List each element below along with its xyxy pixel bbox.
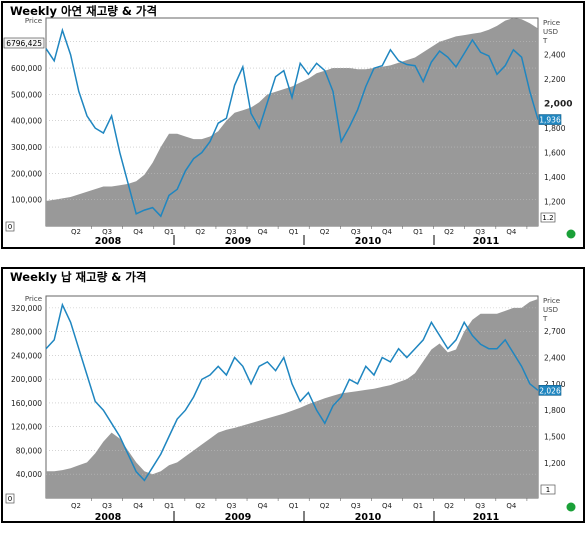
lead-left-tick-label: 280,000 — [11, 328, 42, 337]
zinc-left-tick-label: 300,000 — [11, 143, 42, 152]
zinc-right-axis-label: USD — [543, 28, 558, 36]
zinc-quarter-label: Q3 — [351, 228, 361, 236]
lead-right-tick-label: 2,100 — [544, 380, 566, 389]
lead-price-line — [45, 302, 539, 482]
lead-right-tick-label: 1,800 — [544, 406, 566, 415]
zinc-year-label: 2008 — [95, 236, 122, 247]
lead-right-tick-label: 2,400 — [544, 353, 566, 362]
lead-quarter-label: Q1 — [413, 502, 423, 510]
zinc-right-bottom-box — [540, 212, 556, 223]
zinc-quarter-label: Q2 — [444, 228, 454, 236]
zinc-quarter-label: Q4 — [382, 228, 393, 236]
zinc-left-tick-label: 400,000 — [11, 117, 42, 126]
lead-left-zero-label: 0 — [8, 495, 12, 503]
lead-year-label: 2008 — [95, 512, 122, 523]
zinc-right-tick-label: 1,400 — [544, 173, 566, 182]
lead-quarter-label: Q2 — [71, 502, 81, 510]
lead-year-label: 2011 — [473, 512, 499, 523]
lead-quarter-label: Q1 — [289, 502, 299, 510]
lead-right-value-box — [538, 385, 562, 396]
zinc-chart: Weekly 아연 재고량 & 가격Price100,000200,000300… — [1, 1, 585, 249]
lead-right-axis-label: Price — [543, 297, 560, 305]
status-dot-icon — [566, 229, 576, 239]
zinc-year-label: 2011 — [473, 236, 499, 247]
lead-quarter-label: Q4 — [506, 502, 517, 510]
lead-left-tick-label: 120,000 — [11, 423, 42, 432]
lead-right-tick-label: 2,700 — [544, 327, 566, 336]
zinc-right-tick-label: 1,600 — [544, 149, 566, 158]
lead-left-tick-label: 40,000 — [16, 470, 42, 479]
zinc-left-axis-label: Price — [25, 17, 42, 25]
zinc-left-value-box — [3, 37, 45, 49]
lead-quarter-label: Q3 — [475, 502, 485, 510]
zinc-right-tick-label: 2,400 — [544, 51, 566, 60]
zinc-quarter-label: Q2 — [320, 228, 330, 236]
zinc-left-value-label: 6796,425 — [6, 39, 42, 48]
lead-chart-panel: Weekly 납 재고량 & 가격 Price 40,000 80,000 120,00… — [0, 266, 586, 529]
zinc-left-zero-label: 0 — [8, 223, 12, 231]
zinc-quarter-label: Q1 — [289, 228, 299, 236]
zinc-quarter-label: Q4 — [133, 228, 144, 236]
zinc-right-axis-label: T — [542, 37, 548, 45]
zinc-quarter-label: Q4 — [258, 228, 269, 236]
zinc-quarter-label: Q1 — [164, 228, 174, 236]
zinc-year-label: 2009 — [225, 236, 251, 247]
zinc-right-tick-label: 1,800 — [544, 124, 566, 133]
zinc-right-value-box — [538, 114, 562, 125]
zinc-right-tick-label: 2,000 — [544, 100, 572, 110]
lead-quarter-label: Q4 — [382, 502, 393, 510]
lead-quarter-label: Q4 — [133, 502, 144, 510]
lead-quarter-label: Q2 — [320, 502, 330, 510]
lead-right-bottom-box — [540, 484, 556, 495]
lead-quarter-label: Q2 — [444, 502, 454, 510]
lead-left-tick-label: 240,000 — [11, 351, 42, 360]
lead-right-bottom-label: 1 — [546, 486, 550, 494]
zinc-right-value-label: 1,936 — [539, 116, 561, 125]
zinc-left-tick-label: 100,000 — [11, 196, 42, 205]
zinc-year-label: 2010 — [355, 236, 382, 247]
lead-quarter-label: Q4 — [258, 502, 269, 510]
lead-quarter-label: Q3 — [351, 502, 361, 510]
zinc-price-line — [45, 27, 539, 218]
lead-chart: Weekly 납 재고량 & 가격 Price 40,000 80,000 120,00… — [1, 267, 585, 523]
lead-left-axis-label: Price — [25, 295, 42, 303]
lead-right-tick-label: 1,500 — [544, 433, 566, 442]
lead-left-tick-label: 320,000 — [11, 304, 42, 313]
zinc-left-tick-label: 500,000 — [11, 90, 42, 99]
zinc-left-tick-label: 600,000 — [11, 64, 42, 73]
zinc-quarter-label: Q2 — [195, 228, 205, 236]
lead-left-tick-label: 160,000 — [11, 399, 42, 408]
zinc-inventory-area — [46, 18, 538, 226]
lead-inventory-area — [46, 299, 538, 498]
zinc-left-zero-box — [5, 221, 15, 232]
lead-right-axis-label: T — [542, 315, 548, 323]
zinc-title: Weekly 아연 재고량 & 가격 — [10, 4, 157, 18]
zinc-quarter-label: Q3 — [102, 228, 112, 236]
zinc-right-tick-label: 2,200 — [544, 75, 566, 84]
lead-year-label: 2010 — [355, 512, 382, 523]
lead-right-axis-label: USD — [543, 306, 558, 314]
lead-quarter-label: Q3 — [102, 502, 112, 510]
lead-left-zero-box — [5, 493, 15, 504]
zinc-left-tick-label: 200,000 — [11, 169, 42, 178]
lead-right-value-label: 2,026 — [539, 386, 561, 395]
zinc-right-axis-label: Price — [543, 19, 560, 27]
lead-right-tick-label: 1,200 — [544, 459, 566, 468]
zinc-chart-panel: Weekly 아연 재고량 & 가격 Price 100,000 200,000 300… — [0, 0, 586, 263]
status-dot-icon — [566, 502, 576, 512]
lead-year-label: 2009 — [225, 512, 251, 523]
zinc-quarter-label: Q3 — [226, 228, 236, 236]
zinc-quarter-label: Q3 — [475, 228, 485, 236]
zinc-right-bottom-label: 1.2 — [542, 214, 553, 222]
lead-left-tick-label: 200,000 — [11, 375, 42, 384]
lead-quarter-label: Q1 — [164, 502, 174, 510]
zinc-quarter-label: Q2 — [71, 228, 81, 236]
lead-quarter-label: Q3 — [226, 502, 236, 510]
lead-title: Weekly 납 재고량 & 가격 — [10, 270, 146, 284]
zinc-quarter-label: Q1 — [413, 228, 423, 236]
lead-quarter-label: Q2 — [195, 502, 205, 510]
zinc-quarter-label: Q4 — [506, 228, 517, 236]
zinc-right-tick-label: 1,200 — [544, 198, 566, 207]
lead-left-tick-label: 80,000 — [16, 446, 42, 455]
